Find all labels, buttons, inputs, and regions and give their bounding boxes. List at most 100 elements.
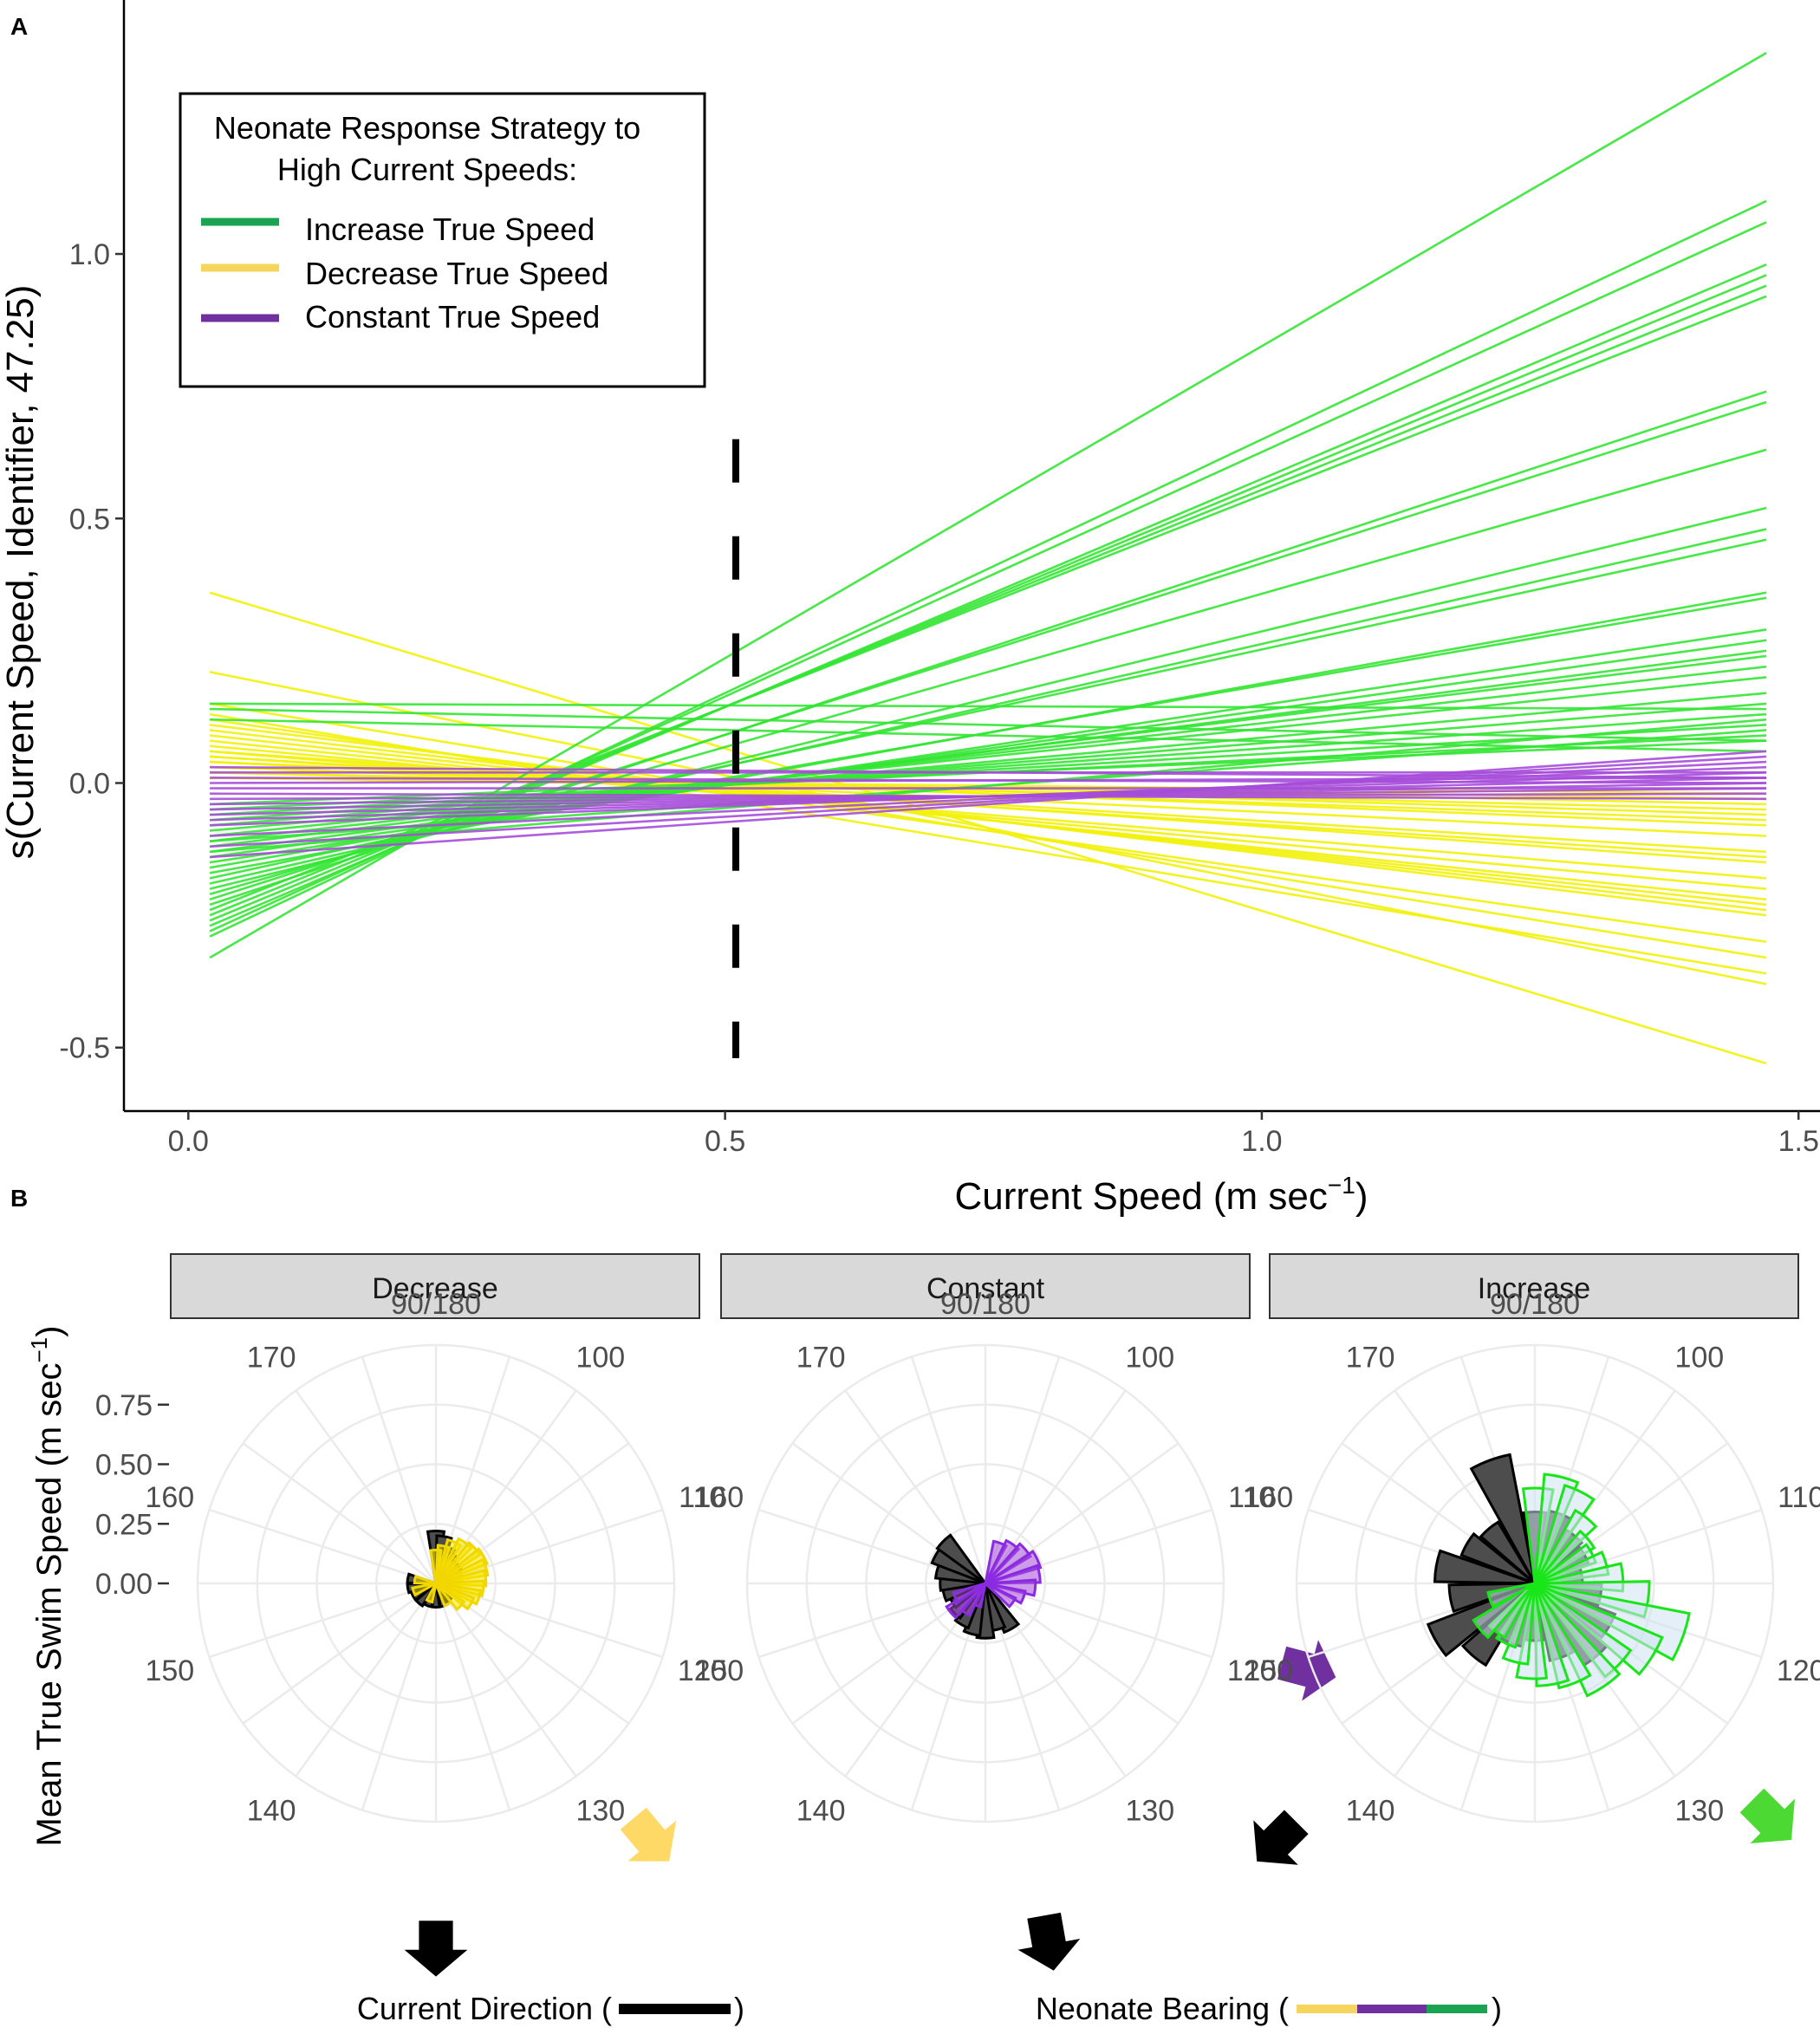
series-1-line-27 (210, 702, 1767, 711)
panel-a-line-chart: -0.5 0.0 0.5 1.0 0.0 0.5 1.0 1.5 s(Current Spe… (0, 0, 1820, 1218)
facet-1-angle-label-3: 120 (1227, 1654, 1277, 1687)
facet-0-bearing-arrow (620, 1807, 677, 1862)
neonate-bearing-legend-label: Neonate Bearing ( (1036, 1991, 1289, 2026)
facet-0-bearing-sector-5 (435, 1547, 489, 1585)
panel-a-series-lines (209, 51, 1767, 1065)
facet-2-angle-label-6: 150 (1244, 1654, 1293, 1687)
x-axis-title-sup: −1 (1328, 1172, 1355, 1199)
facet-strip-label-0: Decrease (372, 1272, 498, 1305)
x-axis-ticks: 0.0 0.5 1.0 1.5 (168, 1111, 1819, 1158)
facet-0-spoke-19 (361, 1356, 438, 1584)
facet-1-angle-label-7: 160 (694, 1481, 744, 1514)
facet-1-bearing-sector-3 (985, 1550, 1043, 1585)
panel-label-a: A (10, 13, 28, 40)
facet-1-angle-label-8: 170 (796, 1342, 846, 1375)
facet-2-angle-label-2: 110 (1778, 1481, 1820, 1514)
series-2-line-14 (210, 765, 1767, 779)
facet-0-angle-label-7: 160 (145, 1481, 194, 1514)
facet-0-current-direction-arrow (404, 1921, 468, 1977)
radial-tick-label-0: 0.75 (95, 1389, 153, 1422)
legend-label-constant: Constant True Speed (305, 299, 600, 335)
facet-0-bearing-sector-13 (425, 1583, 438, 1604)
facet-1-angle-label-6: 150 (694, 1654, 744, 1687)
facet-0-spoke-13 (242, 1582, 437, 1725)
facet-1-bearing-sector-7 (984, 1582, 1017, 1609)
facet-1-spoke-7 (985, 1582, 1180, 1725)
series-2-line-2 (210, 760, 1767, 837)
radial-tick-label-3: 0.00 (95, 1568, 153, 1601)
facet-1-angle-label-4: 130 (1125, 1794, 1174, 1827)
facet-2-bearing-sector-19 (1472, 1582, 1537, 1640)
facet-1-current-direction-arrow (1017, 1912, 1081, 1971)
facet-0-bearing-sector-15 (413, 1575, 437, 1585)
facet-2-angle-label-3: 120 (1777, 1654, 1820, 1687)
panel-b-y-axis-title-main: Mean True Swim Speed (m sec (30, 1362, 68, 1846)
facet-0-angle-label-1: 100 (575, 1342, 625, 1375)
series-1-line-16 (209, 639, 1767, 859)
facet-strip-label-2: Increase (1478, 1272, 1590, 1305)
legend-label-decrease: Decrease True Speed (305, 256, 608, 291)
neonate-bearing-legend-close: ) (1492, 1991, 1502, 2026)
radial-tick-label-2: 0.25 (95, 1508, 153, 1541)
x-axis-title-close: ) (1355, 1175, 1368, 1218)
facet-2-bearing-sector-12 (1533, 1582, 1622, 1698)
facet-1-bearing-sector-10 (945, 1582, 987, 1620)
facet-strip-label-1: Constant (926, 1272, 1045, 1305)
facet-0-spoke-11 (361, 1583, 438, 1810)
facet-2-angle-label-0: 90/180 (1490, 1288, 1580, 1321)
facet-1-bearing-sector-4 (985, 1563, 1042, 1585)
facet-1-current-sector-0 (984, 1583, 1021, 1635)
facet-1-angle-label-0: 90/180 (940, 1288, 1030, 1321)
facet-0-spoke-18 (295, 1389, 438, 1584)
legend-title-line1: Neonate Response Strategy to (214, 110, 640, 146)
facet-0-spoke-17 (242, 1442, 437, 1585)
facet-2-angle-label-7: 160 (1244, 1481, 1293, 1514)
facet-2-bearing-sector-13 (1533, 1583, 1592, 1690)
x-tick-label-0: 0.0 (168, 1125, 209, 1158)
facet-2-current-sector-17 (1469, 1453, 1537, 1584)
facet-2-bearing-sector-4 (1533, 1529, 1596, 1585)
y-tick-label-3: 1.0 (69, 238, 110, 271)
y-tick-label-0: -0.5 (59, 1032, 110, 1065)
facet-0-spoke-9 (434, 1583, 511, 1810)
facet-2-angle-label-8: 170 (1346, 1342, 1395, 1375)
facet-strip-0 (170, 1253, 700, 1319)
facet-0-angle-label-4: 130 (575, 1794, 625, 1827)
series-1-line-29 (210, 718, 1767, 753)
facet-0-spoke-14 (209, 1582, 437, 1659)
facet-1-angle-label-5: 140 (796, 1794, 846, 1827)
facets: Decrease 90/180 100 110 120 130 140 150 160 170 Co… (145, 1253, 1820, 1977)
facet-2-angle-label-1: 100 (1674, 1342, 1724, 1375)
series-2-line-0 (210, 750, 1767, 859)
facet-0-bearing-sector-6 (435, 1557, 490, 1585)
facet-2-current-sector-15 (1459, 1531, 1536, 1585)
series-2-line-9 (210, 792, 1767, 801)
facet-2-angle-label-5: 140 (1346, 1794, 1395, 1827)
current-direction-legend-close: ) (734, 1991, 744, 2026)
facet-1-angle-label-1: 100 (1125, 1342, 1174, 1375)
facet-0-angle-label-5: 140 (247, 1794, 296, 1827)
facet-1-bearing-sector-11 (952, 1582, 986, 1604)
x-tick-label-3: 1.5 (1778, 1125, 1819, 1158)
facet-0-bearing-sector-14 (411, 1582, 437, 1597)
series-0-line-8 (209, 739, 1767, 901)
facet-2-angle-label-4: 130 (1674, 1794, 1724, 1827)
y-tick-label-1: 0.0 (69, 768, 110, 801)
legend-label-increase: Increase True Speed (305, 211, 595, 247)
series-1-line-24 (210, 724, 1767, 816)
facet-2-bearing-sector-20 (1486, 1582, 1536, 1609)
panel-b-rose-charts: Mean True Swim Speed (m sec−1) 0.75 0.50 0… (26, 1253, 1820, 2026)
x-axis-title-main: Current Speed (m sec (955, 1175, 1328, 1218)
facet-0-spoke-16 (209, 1508, 437, 1585)
facet-strip-1 (720, 1253, 1251, 1319)
facet-1-spoke-19 (910, 1356, 987, 1584)
facet-1-angle-label-2: 110 (1228, 1481, 1275, 1514)
radial-tick-label-1: 0.50 (95, 1449, 153, 1482)
panel-b-y-axis-title-sup: −1 (26, 1337, 52, 1363)
current-direction-legend-label: Current Direction ( (357, 1991, 612, 2026)
legend: Neonate Response Strategy to High Curren… (179, 92, 706, 388)
panel-b-bottom-legend: Current Direction ( ) Neonate Bearing ( … (357, 1991, 1502, 2026)
legend-title-line2: High Current Speeds: (277, 152, 577, 187)
facet-0-bearing-sector-11 (434, 1582, 466, 1612)
